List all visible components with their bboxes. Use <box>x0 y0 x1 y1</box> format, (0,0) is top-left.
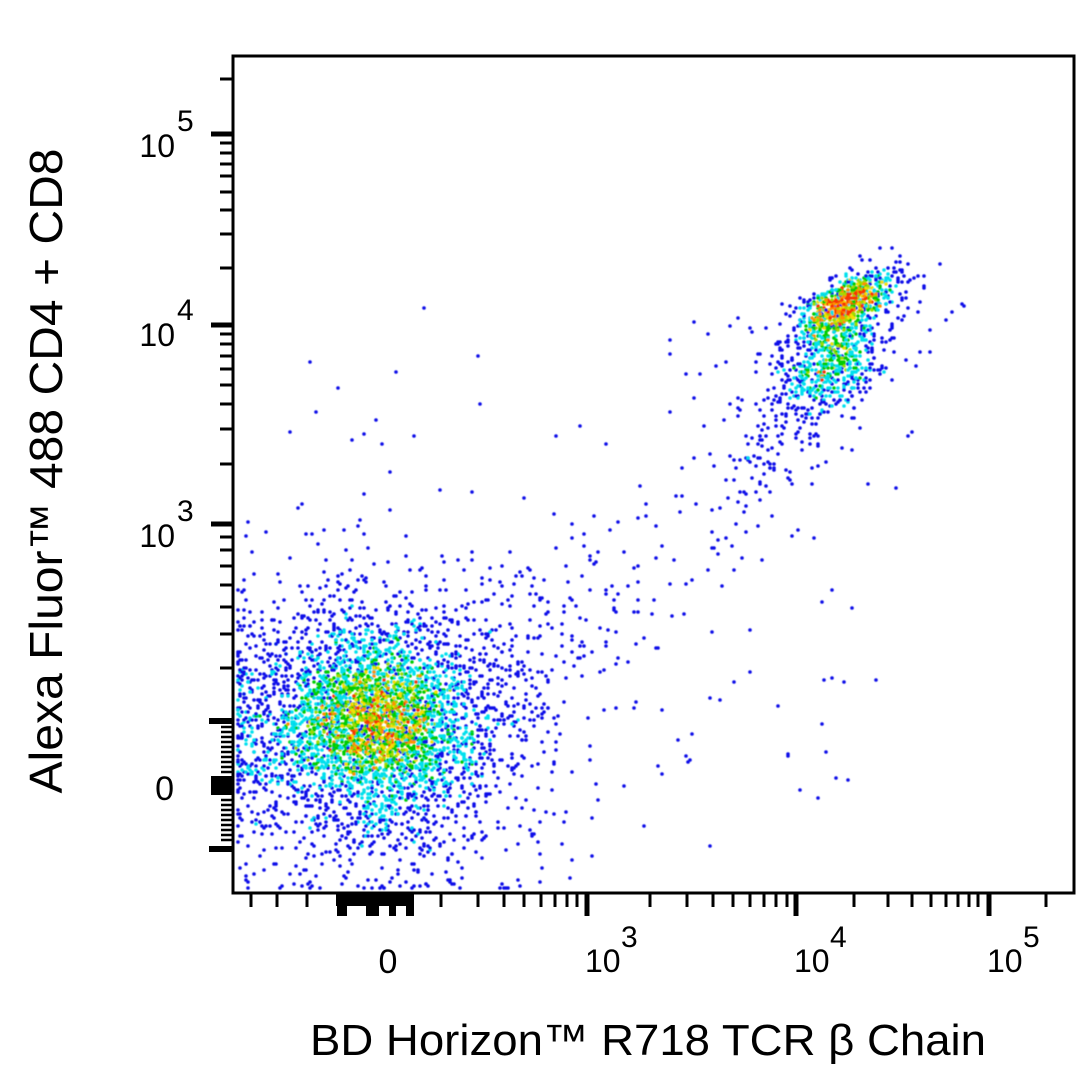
svg-text:10: 10 <box>139 518 175 554</box>
svg-text:3: 3 <box>177 495 194 528</box>
svg-text:0: 0 <box>379 943 398 981</box>
svg-text:10: 10 <box>987 943 1023 979</box>
svg-text:BD Horizon™ R718 TCR β Chain: BD Horizon™ R718 TCR β Chain <box>310 1016 986 1065</box>
svg-text:5: 5 <box>1023 921 1040 954</box>
svg-text:10: 10 <box>139 317 175 353</box>
svg-text:0: 0 <box>155 770 174 808</box>
svg-text:10: 10 <box>585 943 621 979</box>
svg-text:Alexa Fluor™ 488 CD4 + CD8: Alexa Fluor™ 488 CD4 + CD8 <box>20 149 72 794</box>
svg-text:3: 3 <box>621 921 638 954</box>
svg-text:10: 10 <box>794 943 830 979</box>
svg-text:4: 4 <box>830 921 847 954</box>
svg-text:4: 4 <box>177 294 194 327</box>
svg-text:10: 10 <box>139 128 175 164</box>
svg-text:5: 5 <box>177 105 194 138</box>
